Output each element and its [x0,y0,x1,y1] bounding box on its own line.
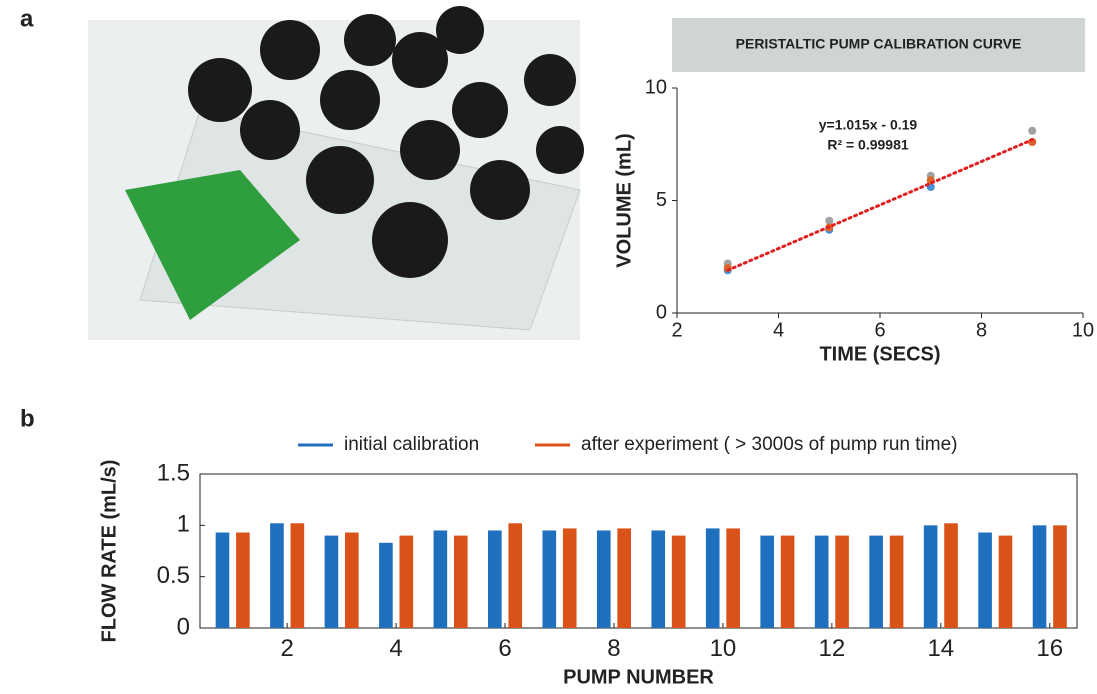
legend-label: after experiment ( > 3000s of pump run t… [581,434,957,455]
bar [379,542,393,628]
x-tick-label: 12 [819,635,846,662]
panel-label: b [20,405,35,432]
x-axis-label: PUMP NUMBER [563,666,714,688]
bar [488,530,502,628]
bar [270,523,284,628]
x-tick-label: 6 [874,319,885,341]
bar [508,523,523,628]
bar [814,535,829,628]
bar [780,535,795,628]
bar [726,528,740,628]
bar [433,530,448,628]
y-tick-label: 5 [656,189,667,211]
bar [923,525,938,628]
trend-line [726,138,1034,272]
annotation: R² = 0.99981 [827,137,909,153]
bar [290,523,305,628]
bar [562,528,577,628]
bar [889,535,904,628]
bar [215,532,230,628]
bar [651,530,666,628]
x-tick-label: 8 [976,319,987,341]
legend-label: initial calibration [344,434,479,455]
x-axis-label: TIME (SECS) [819,343,940,365]
bar [944,523,958,628]
y-tick-label: 0 [177,613,190,640]
x-tick-label: 10 [710,635,737,662]
panel-label: a [20,5,34,32]
photo [88,6,584,340]
x-tick-label: 8 [607,635,620,662]
data-point [825,216,834,225]
bar [671,535,686,628]
y-tick-label: 0 [656,301,667,323]
x-tick-label: 6 [498,635,511,662]
x-tick-label: 14 [927,635,954,662]
y-tick-label: 1.5 [157,459,190,486]
plot-frame [199,473,1078,629]
x-tick-label: 4 [773,319,784,341]
bar [324,535,339,628]
bar [596,530,611,628]
x-tick-label: 10 [1072,319,1094,341]
bar [869,535,883,628]
chart-title: PERISTALTIC PUMP CALIBRATION CURVE [736,36,1022,52]
x-tick-label: 16 [1036,635,1063,662]
bar [236,532,250,628]
bar [399,535,414,628]
title-bar [672,18,1085,72]
bar [345,532,359,628]
bar [705,528,720,628]
bar [453,535,468,628]
bar [1053,525,1067,628]
y-axis-label: VOLUME (mL) [613,133,635,267]
y-tick-label: 10 [645,76,667,98]
bar [617,528,632,628]
x-tick-label: 2 [671,319,682,341]
y-tick-label: 1 [177,511,190,538]
bar [998,535,1013,628]
x-tick-label: 2 [280,635,293,662]
bar [760,535,774,628]
data-point [1028,126,1037,135]
bar [1032,525,1047,628]
bar [542,530,557,628]
annotation: y=1.015x - 0.19 [819,117,918,133]
bar [835,535,849,628]
x-tick-label: 4 [389,635,402,662]
y-tick-label: 0.5 [157,562,190,589]
bar [978,532,992,628]
y-axis-label: FLOW RATE (mL/s) [98,460,120,643]
